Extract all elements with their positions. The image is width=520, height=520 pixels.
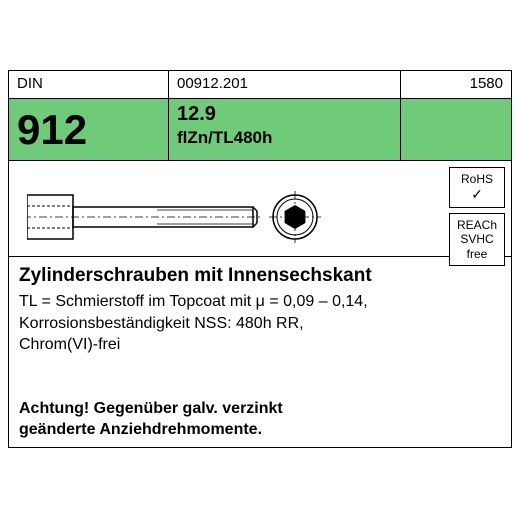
desc-line2: Korrosionsbeständigkeit NSS: 480h RR, (19, 313, 501, 335)
footer-warning: Achtung! Gegenüber galv. verzinkt geände… (19, 399, 501, 441)
reach-line1: REACh (456, 218, 498, 232)
reach-line3: free (456, 247, 498, 261)
header-code: 1580 (401, 71, 511, 98)
reach-badge: REACh SVHC free (449, 213, 505, 266)
footer-line1: Achtung! Gegenüber galv. verzinkt (19, 399, 501, 420)
header-partno: 00912.201 (169, 71, 401, 98)
description-block: Zylinderschrauben mit Innensechskant TL … (9, 257, 511, 360)
green-empty (401, 99, 511, 160)
header-din: DIN (9, 71, 169, 98)
grade: 12.9 (177, 103, 392, 126)
finish: flZn/TL480h (177, 128, 392, 148)
grade-cell: 12.9 flZn/TL480h (169, 99, 401, 160)
footer-line2: geänderte Anziehdrehmomente. (19, 420, 501, 441)
din-number: 912 (9, 99, 169, 160)
rohs-badge: RoHS ✓ (449, 167, 505, 208)
check-icon: ✓ (456, 186, 498, 203)
green-row: 912 12.9 flZn/TL480h (9, 99, 511, 161)
desc-line1: TL = Schmierstoff im Topcoat mit μ = 0,0… (19, 291, 501, 313)
spec-card: DIN 00912.201 1580 912 12.9 flZn/TL480h (8, 70, 512, 448)
desc-line3: Chrom(VI)-frei (19, 334, 501, 356)
description-body: TL = Schmierstoff im Topcoat mit μ = 0,0… (19, 291, 501, 356)
header-row: DIN 00912.201 1580 (9, 71, 511, 99)
description-title: Zylinderschrauben mit Innensechskant (19, 265, 501, 287)
rohs-label: RoHS (456, 172, 498, 186)
reach-line2: SVHC (456, 232, 498, 246)
bolt-drawing (27, 189, 327, 245)
drawing-row: RoHS ✓ REACh SVHC free (9, 161, 511, 257)
